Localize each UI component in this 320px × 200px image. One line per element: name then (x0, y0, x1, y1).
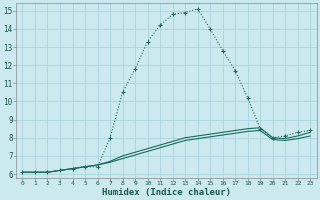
X-axis label: Humidex (Indice chaleur): Humidex (Indice chaleur) (102, 188, 231, 197)
